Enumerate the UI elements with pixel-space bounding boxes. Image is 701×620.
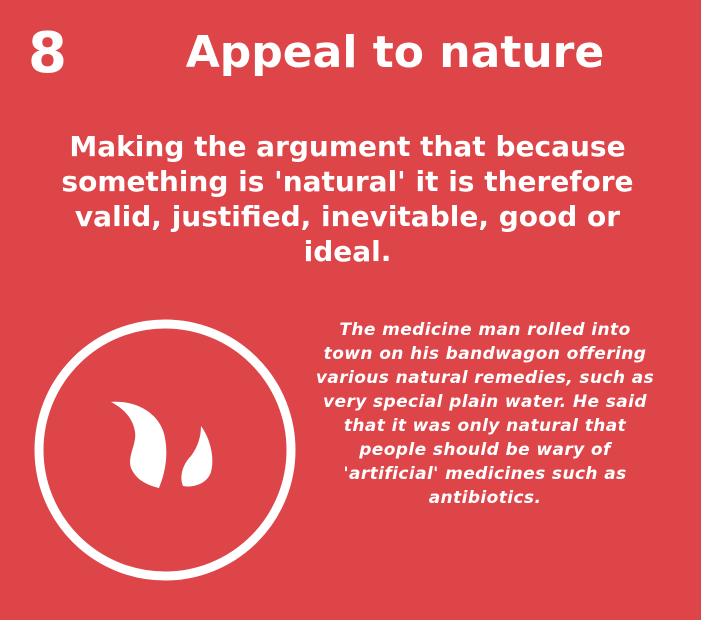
fallacy-number: 8 — [28, 21, 67, 86]
fallacy-example: The medicine man rolled into town on his… — [315, 320, 655, 508]
leaf-icon — [34, 319, 296, 581]
fallacy-title: Appeal to nature — [185, 27, 605, 78]
fallacy-definition: Making the argument that because somethi… — [61, 130, 634, 268]
circle-outline — [34, 319, 296, 581]
leaf-shapes — [111, 401, 213, 488]
emblem — [33, 318, 297, 582]
